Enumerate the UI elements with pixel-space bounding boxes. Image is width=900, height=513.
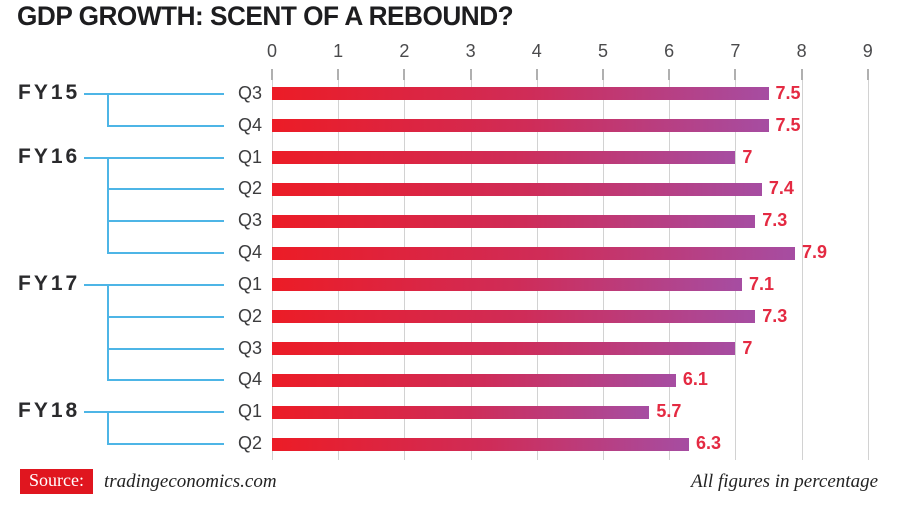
axis-tick-label: 4 [531, 41, 542, 61]
quarter-label: Q3 [237, 210, 262, 231]
axis-tick-label: 1 [333, 41, 344, 61]
quarter-label: Q4 [237, 369, 262, 390]
bracket-line-horizontal [107, 315, 224, 318]
bracket-line-vertical [107, 156, 109, 255]
axis-tick-label: 3 [465, 41, 476, 61]
bar [272, 246, 795, 260]
quarter-label: Q2 [237, 433, 262, 454]
bracket-line-vertical [107, 92, 109, 127]
bracket-line-horizontal [107, 347, 224, 350]
bar [272, 214, 756, 228]
value-label: 5.7 [656, 401, 682, 422]
quarter-label: Q3 [237, 337, 262, 358]
bar [272, 437, 690, 451]
bracket-line-horizontal [107, 220, 224, 223]
axis-tick-label: 6 [664, 41, 675, 61]
bar [272, 151, 736, 165]
bracket-line-horizontal [107, 124, 224, 127]
units-note: All figures in percentage [691, 471, 878, 492]
axis-tick-mark [734, 69, 737, 80]
bracket-line-horizontal [84, 156, 224, 159]
bracket-line-horizontal [84, 283, 224, 286]
quarter-label: Q3 [237, 82, 262, 103]
gridline [272, 80, 273, 460]
fiscal-year-label: FY18 [18, 399, 81, 423]
quarter-label: Q4 [237, 114, 262, 135]
gridline [867, 80, 869, 460]
source-name: tradingeconomics.com [103, 470, 277, 492]
bracket-line-vertical [107, 411, 109, 446]
bracket-line-horizontal [84, 411, 224, 414]
value-label: 7 [742, 337, 753, 358]
axis-tick-mark [403, 69, 406, 80]
gridline [801, 80, 803, 460]
axis-tick-label: 7 [730, 41, 741, 61]
value-label: 6.3 [696, 433, 722, 454]
axis-tick-mark [535, 69, 538, 80]
gridline [735, 80, 737, 460]
bar [272, 405, 650, 419]
quarter-label: Q2 [237, 178, 262, 199]
source-badge: Source: [20, 469, 93, 494]
axis-tick-mark [866, 69, 869, 80]
bar [272, 342, 736, 356]
bar [272, 278, 743, 292]
gridline [404, 80, 406, 460]
gridline [669, 80, 671, 460]
value-label: 7.3 [762, 305, 788, 326]
axis-tick-mark [337, 69, 340, 80]
bracket-line-vertical [107, 283, 109, 382]
value-label: 7.4 [768, 178, 794, 199]
quarter-label: Q1 [237, 273, 262, 294]
value-label: 7.3 [762, 210, 788, 231]
axis-tick-mark [271, 69, 273, 80]
value-label: 7 [742, 146, 753, 167]
value-label: 6.1 [682, 369, 708, 390]
bar [272, 87, 769, 101]
quarter-label: Q1 [237, 401, 262, 422]
value-label: 7.5 [775, 82, 801, 103]
bar [272, 310, 756, 324]
gridline [536, 80, 538, 460]
quarter-label: Q1 [237, 146, 262, 167]
bar [272, 373, 676, 387]
chart-title: GDP GROWTH: SCENT OF A REBOUND? [17, 1, 514, 31]
source-row: Source: tradingeconomics.com [20, 469, 277, 494]
value-label: 7.1 [749, 273, 775, 294]
bar [272, 119, 769, 133]
axis-tick-mark [602, 69, 604, 80]
fiscal-year-label: FY16 [18, 144, 81, 168]
bracket-line-horizontal [84, 92, 224, 95]
value-label: 7.5 [775, 114, 801, 135]
gridline [603, 80, 604, 460]
value-label: 7.9 [801, 242, 827, 263]
quarter-label: Q2 [237, 305, 262, 326]
axis-tick-mark [668, 69, 671, 80]
gridline [470, 80, 472, 460]
axis-tick-mark [800, 69, 803, 80]
axis-tick-label: 0 [266, 41, 277, 61]
fiscal-year-label: FY15 [18, 80, 81, 104]
bar [272, 182, 762, 196]
axis-tick-label: 9 [862, 41, 873, 61]
quarter-label: Q4 [237, 242, 262, 263]
bracket-line-horizontal [107, 443, 224, 446]
bracket-line-horizontal [107, 188, 224, 191]
axis-tick-label: 2 [399, 41, 410, 61]
fiscal-year-label: FY17 [18, 271, 81, 295]
gridline [338, 80, 340, 460]
bracket-line-horizontal [107, 252, 224, 255]
axis-tick-label: 8 [796, 41, 807, 61]
axis-tick-mark [469, 69, 472, 80]
bracket-line-horizontal [107, 379, 224, 382]
axis-tick-label: 5 [597, 41, 608, 61]
